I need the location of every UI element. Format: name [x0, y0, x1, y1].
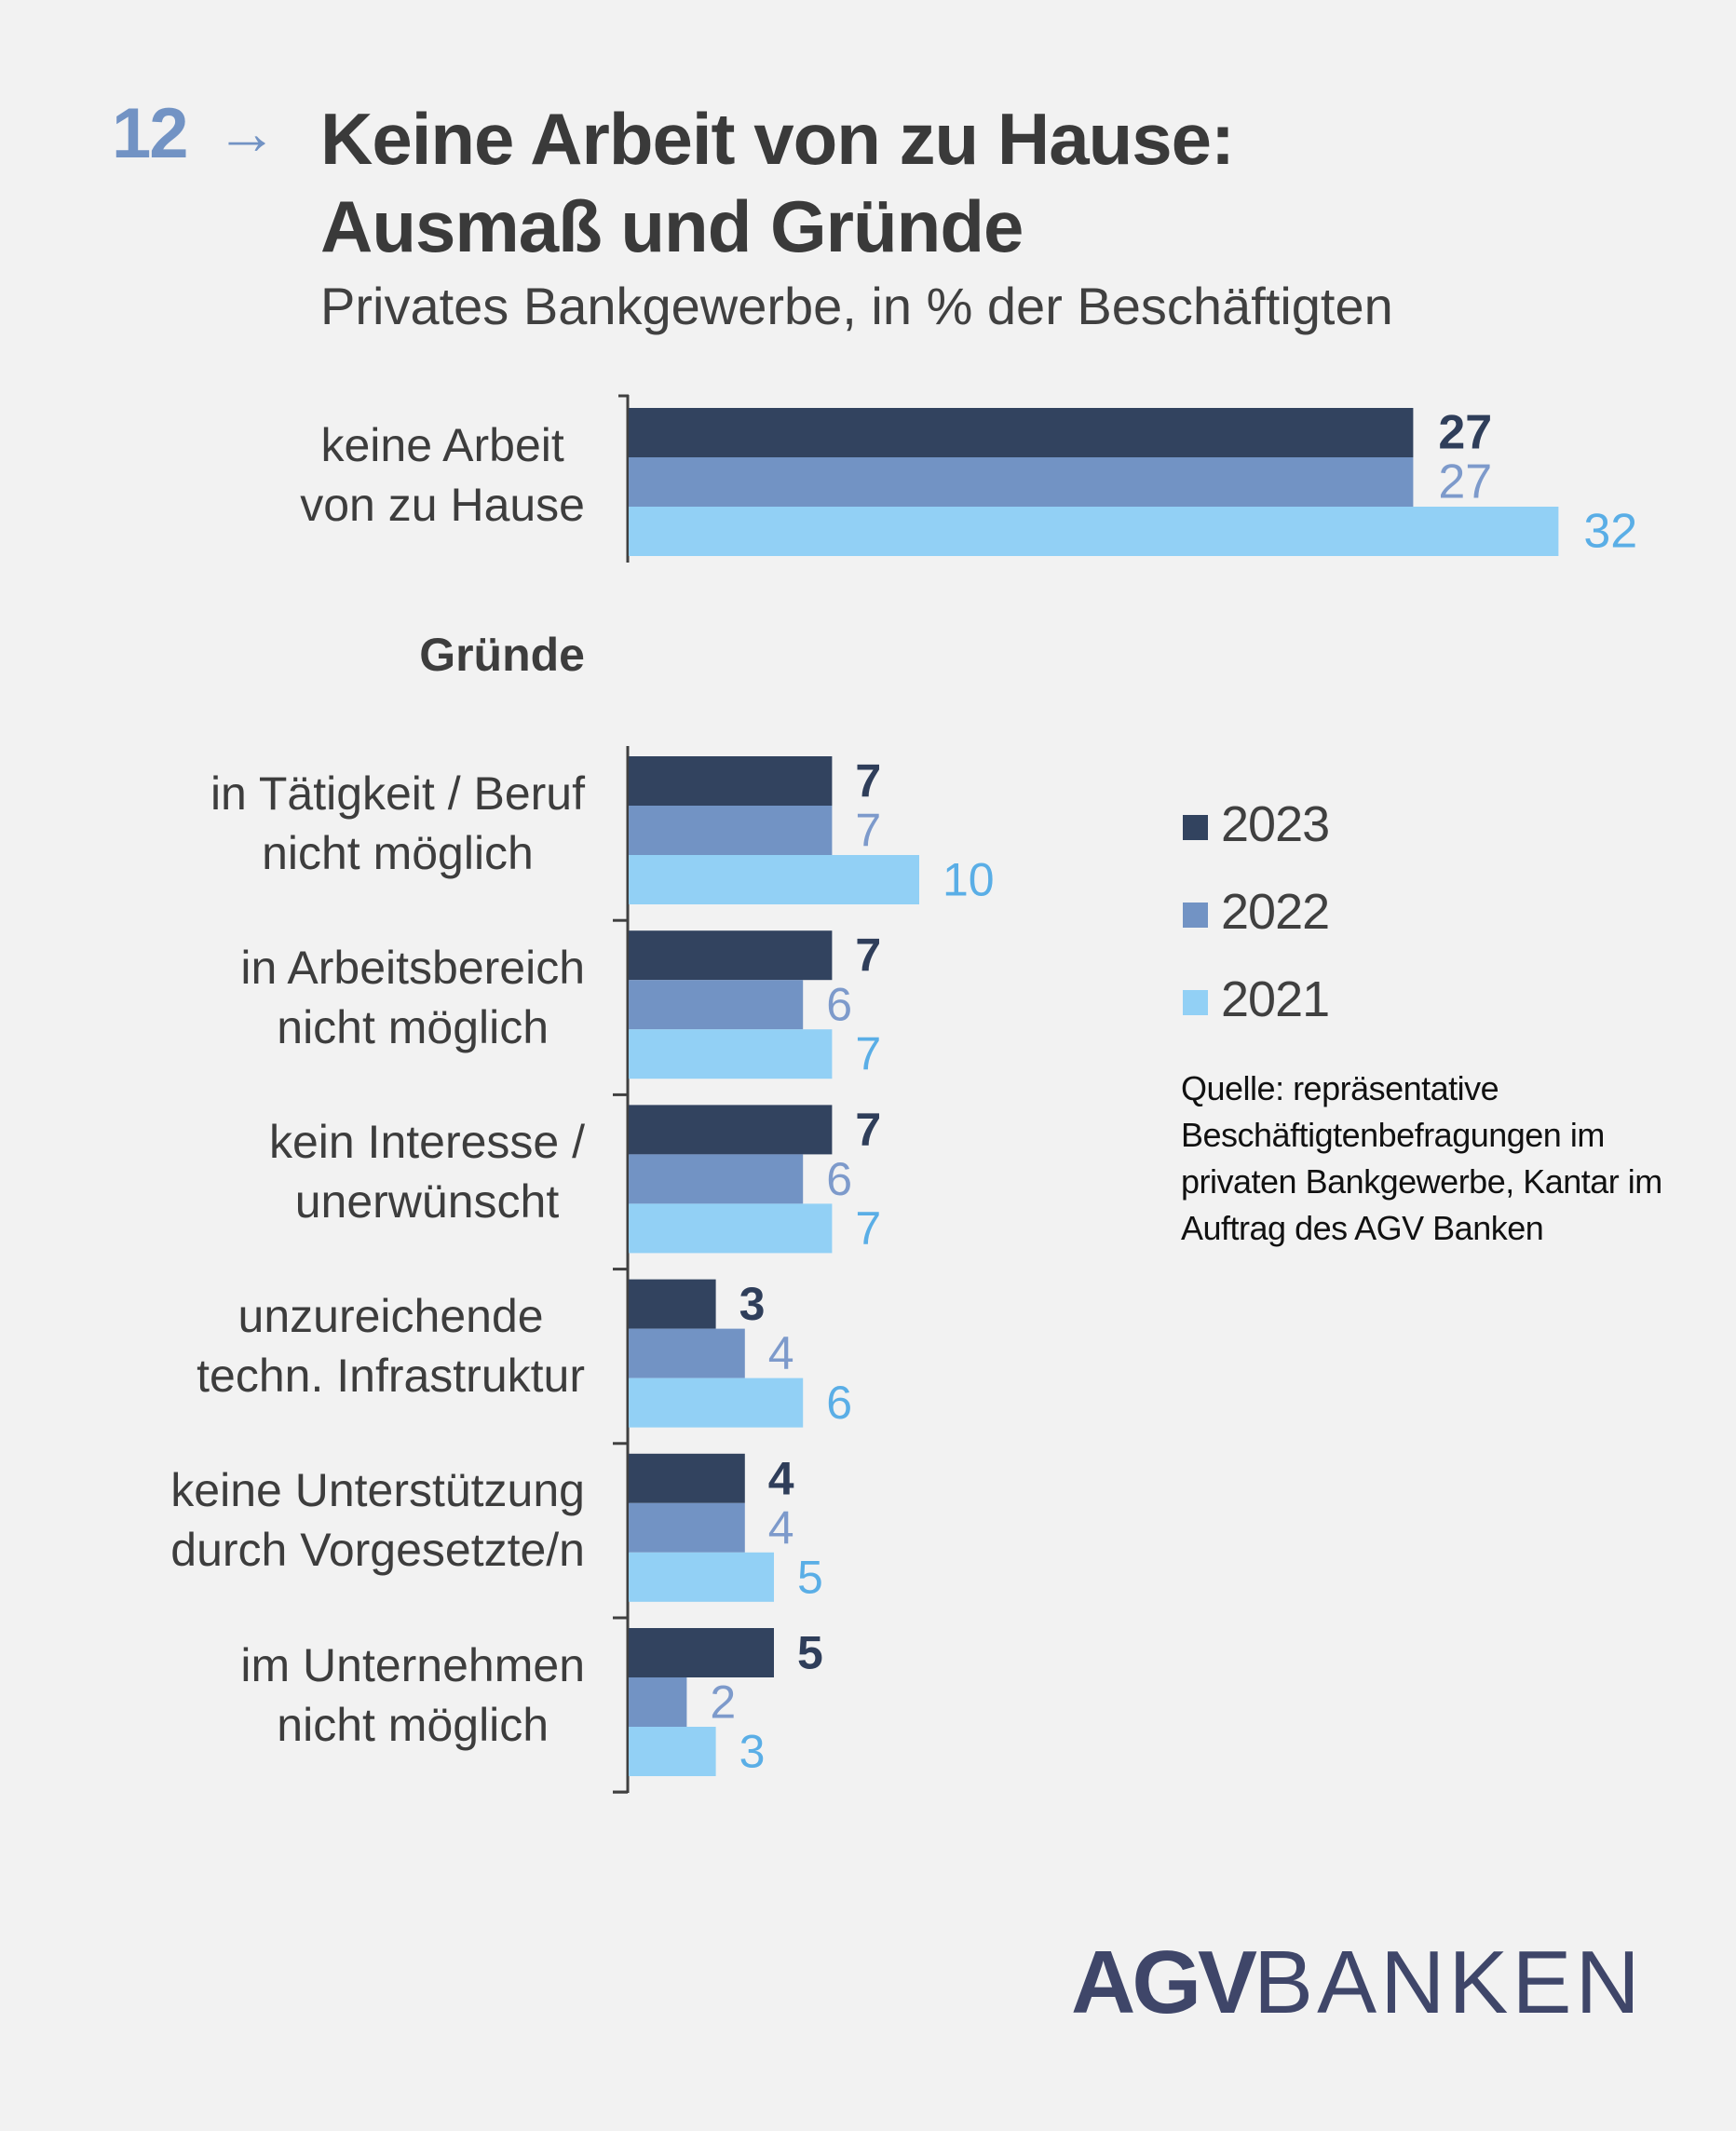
logo-bold: AGV [1071, 1933, 1257, 2032]
data-label-2023: 27 [1438, 406, 1492, 460]
bar-2021 [629, 507, 1559, 556]
legend-swatch-2023 [1183, 814, 1208, 840]
legend-label: 2022 [1221, 884, 1330, 940]
category-label: keine Arbeit von zu Hause [300, 418, 585, 531]
data-label-2023: 7 [855, 930, 881, 982]
legend-label: 2023 [1221, 796, 1330, 852]
data-label-2022: 7 [855, 805, 881, 857]
data-label-2021: 32 [1583, 505, 1637, 559]
bar-2022 [629, 1328, 745, 1378]
bar-2022 [629, 1154, 804, 1204]
bar-2022 [629, 457, 1414, 507]
bar-2022 [629, 1677, 687, 1727]
chart-title: Keine Arbeit von zu Hause: Ausmaß und Gr… [320, 95, 1235, 270]
data-label-2022: 4 [768, 1327, 794, 1379]
data-label-2022: 6 [826, 979, 852, 1031]
bar-2023 [629, 1628, 774, 1677]
bar-2023 [629, 930, 833, 981]
category-label: keine Unterstützung durch Vorgesetzte/n [170, 1464, 585, 1577]
data-label-2021: 5 [797, 1551, 823, 1603]
bar-2023 [629, 408, 1414, 457]
legend-label: 2021 [1221, 971, 1330, 1027]
category-label: in Arbeitsbereich nicht möglich [240, 941, 585, 1053]
data-label-2021: 7 [855, 1202, 881, 1255]
bar-2023 [629, 1105, 833, 1155]
bar-2023 [629, 1279, 716, 1329]
data-label-2022: 4 [768, 1501, 794, 1554]
bar-2023 [629, 756, 833, 806]
chart-title-line-2: Ausmaß und Gründe [320, 185, 1024, 267]
data-label-2022: 27 [1438, 455, 1492, 509]
bar-2021 [629, 1552, 774, 1602]
legend-item-2021: 2021 [1183, 956, 1330, 1043]
bar-2023 [629, 1453, 745, 1503]
legend-item-2022: 2022 [1183, 868, 1330, 956]
bar-2022 [629, 806, 833, 855]
source-note: Quelle: repräsentative Beschäftigtenbefr… [1181, 1069, 1662, 1247]
data-label-2022: 6 [826, 1153, 852, 1205]
data-label-2023: 3 [739, 1278, 766, 1330]
bar-2021 [629, 1378, 804, 1428]
data-label-2023: 5 [797, 1627, 823, 1679]
category-label: im Unternehmen nicht möglich [240, 1638, 585, 1751]
data-label-2021: 6 [826, 1377, 852, 1429]
legend-swatch-2021 [1183, 989, 1208, 1015]
category-label: in Tätigkeit / Beruf nicht möglich [210, 767, 585, 879]
bar-2021 [629, 1029, 833, 1079]
data-label-2023: 7 [855, 1104, 881, 1156]
section-label-gruende: Gründe [419, 629, 585, 681]
bar-2021 [629, 855, 919, 904]
chart-subtitle: Privates Bankgewerbe, in % der Beschäfti… [320, 277, 1393, 335]
bar-2022 [629, 980, 804, 1030]
legend-item-2023: 2023 [1183, 780, 1330, 868]
agv-banken-logo: AGVBANKEN [1071, 1932, 1644, 2034]
category-label: kein Interesse / unerwünscht [268, 1115, 585, 1228]
legend: 2023 2022 2021 [1183, 780, 1330, 1043]
data-label-2023: 4 [768, 1452, 794, 1504]
bar-2021 [629, 1203, 833, 1254]
data-label-2022: 2 [710, 1676, 736, 1729]
data-label-2021: 7 [855, 1028, 881, 1080]
bar-2021 [629, 1727, 716, 1776]
arrow-icon: → [216, 98, 278, 167]
category-label: unzureichende techn. Infrastruktur [197, 1290, 585, 1403]
data-label-2021: 10 [943, 854, 995, 906]
legend-swatch-2022 [1183, 902, 1208, 928]
chart-title-line-1: Keine Arbeit von zu Hause: [320, 98, 1235, 180]
bar-2022 [629, 1502, 745, 1553]
data-label-2021: 3 [739, 1726, 766, 1778]
logo-light: BANKEN [1254, 1933, 1644, 2032]
chart-number: 12 [112, 94, 189, 173]
data-label-2023: 7 [855, 755, 881, 808]
